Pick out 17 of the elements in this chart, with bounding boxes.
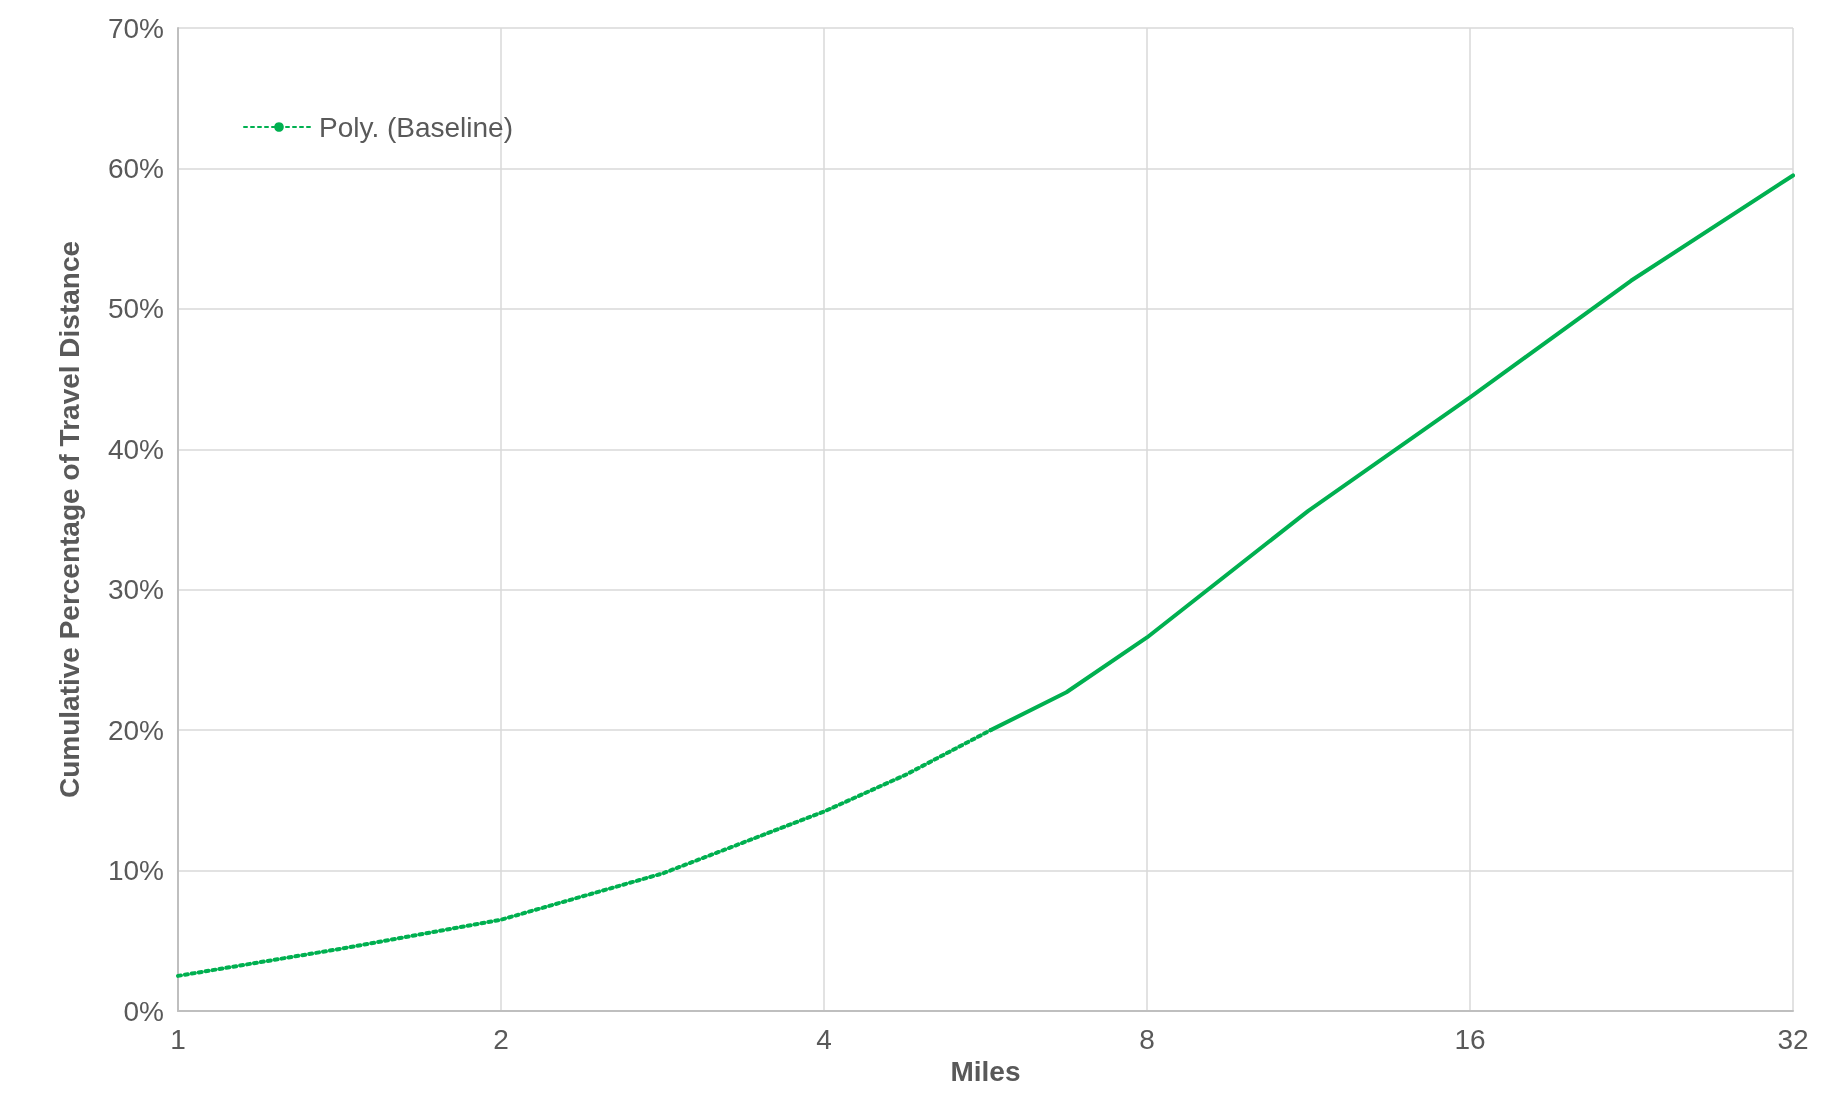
y-tick-label: 70% bbox=[107, 12, 164, 44]
y-tick-label: 10% bbox=[107, 855, 164, 887]
x-tick-label: 16 bbox=[1454, 1023, 1486, 1055]
x-tick-label: 32 bbox=[1777, 1023, 1809, 1055]
y-tick-label: 20% bbox=[107, 714, 164, 746]
y-tick-label: 40% bbox=[107, 433, 164, 465]
x-tick-label: 1 bbox=[170, 1023, 186, 1055]
legend-label: Poly. (Baseline) bbox=[319, 111, 514, 143]
x-tick-label: 8 bbox=[1139, 1023, 1155, 1055]
y-tick-label: 30% bbox=[107, 574, 164, 606]
y-tick-label: 60% bbox=[107, 152, 164, 184]
y-tick-label: 50% bbox=[107, 293, 164, 325]
y-tick-label: 0% bbox=[123, 995, 164, 1027]
x-tick-label: 4 bbox=[816, 1023, 832, 1055]
x-tick-label: 2 bbox=[493, 1023, 509, 1055]
x-axis-title: Miles bbox=[950, 1056, 1021, 1088]
y-axis-title: Cumulative Percentage of Travel Distance bbox=[53, 240, 85, 799]
